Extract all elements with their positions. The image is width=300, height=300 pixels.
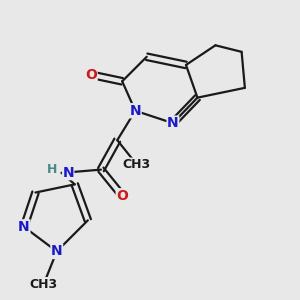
Text: N: N [167, 116, 179, 130]
Text: N: N [62, 166, 74, 180]
Text: N: N [51, 244, 63, 258]
Text: CH3: CH3 [30, 278, 58, 291]
Text: O: O [85, 68, 97, 82]
Text: CH3: CH3 [123, 158, 151, 171]
Text: N: N [18, 220, 30, 234]
Text: N: N [130, 104, 141, 118]
Text: O: O [116, 189, 128, 203]
Text: H: H [47, 163, 58, 176]
